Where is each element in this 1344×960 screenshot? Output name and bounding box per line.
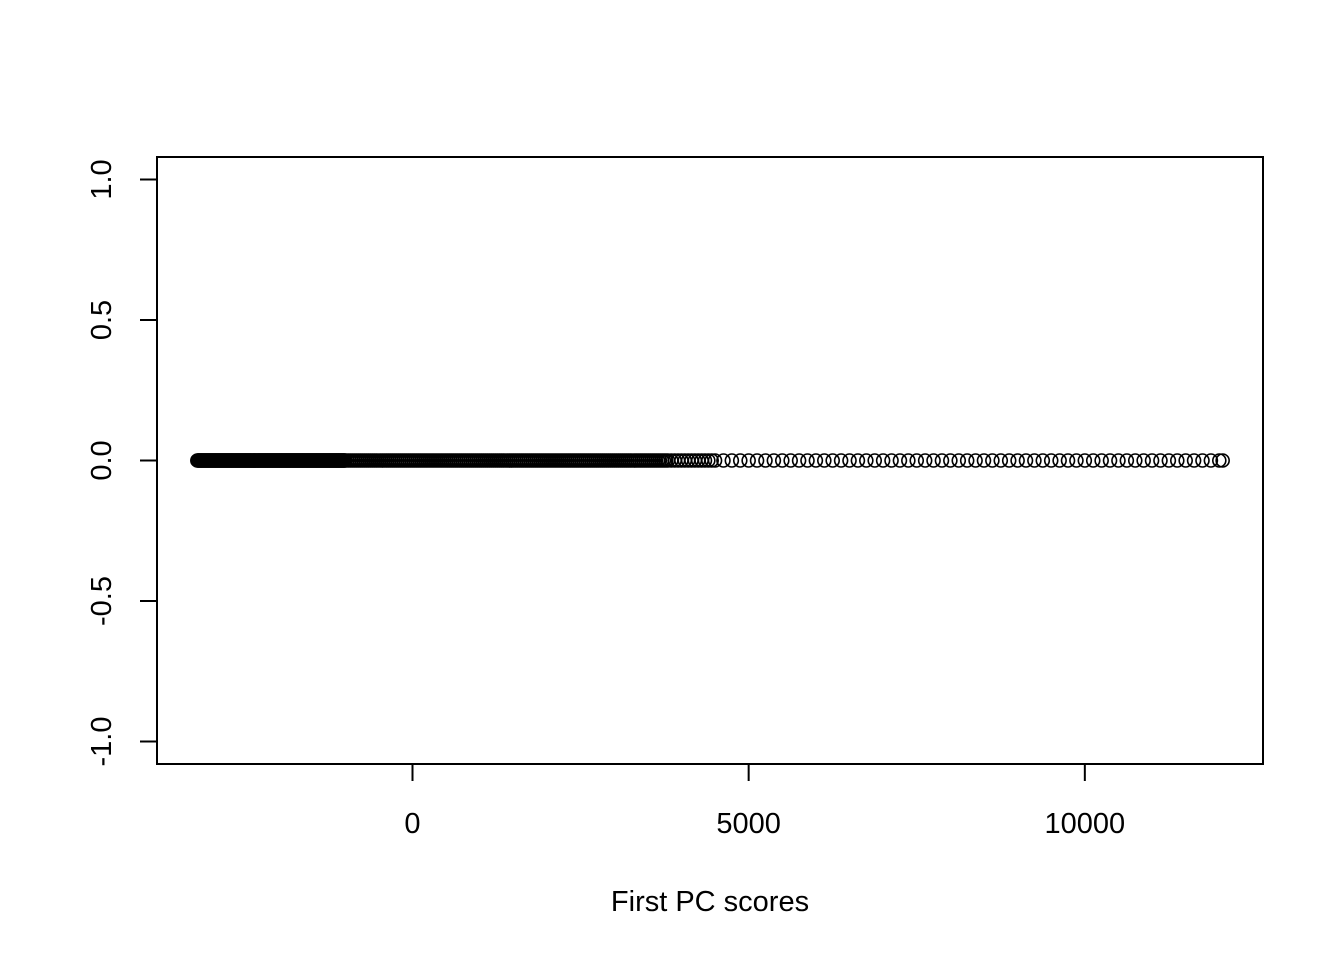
data-point	[1052, 453, 1067, 468]
data-point	[716, 453, 731, 468]
data-point	[758, 453, 773, 468]
data-point	[791, 453, 807, 468]
data-point	[1127, 453, 1143, 468]
y-tick-label: -1.0	[86, 717, 118, 767]
data-point	[934, 453, 950, 468]
data-point	[808, 453, 824, 468]
data-point	[704, 453, 719, 468]
data-point	[1111, 453, 1126, 468]
data-point	[976, 453, 992, 468]
data-point	[842, 453, 857, 468]
data-point	[1018, 453, 1034, 468]
data-point	[1195, 453, 1210, 468]
data-point	[724, 453, 740, 468]
data-point	[1119, 453, 1135, 468]
data-point	[1178, 453, 1193, 468]
data-point	[875, 453, 891, 468]
data-point	[749, 453, 765, 468]
data-point	[1186, 453, 1202, 468]
data-point	[1136, 453, 1151, 468]
data-point	[1060, 453, 1076, 468]
data-point	[1203, 453, 1219, 468]
data-point	[800, 453, 815, 468]
data-point	[697, 453, 713, 468]
data-point	[884, 453, 899, 468]
data-points	[190, 453, 1230, 468]
data-point	[1161, 453, 1177, 468]
x-tick-label: 5000	[716, 808, 781, 840]
data-point	[943, 453, 958, 468]
data-point	[1212, 453, 1227, 468]
data-point	[774, 453, 790, 468]
data-point	[1077, 453, 1093, 468]
y-tick-label: 0.5	[86, 300, 118, 340]
data-point	[917, 453, 933, 468]
data-point	[1144, 453, 1160, 468]
data-point	[859, 453, 874, 468]
x-tick-label: 0	[404, 808, 420, 840]
data-point	[1035, 453, 1051, 468]
y-tick-label: 0.0	[86, 440, 118, 480]
data-point	[1085, 453, 1101, 468]
x-axis: 0 5000 10000	[404, 763, 1126, 840]
data-point	[1153, 453, 1168, 468]
data-point	[993, 453, 1009, 468]
data-point	[1169, 453, 1185, 468]
data-point	[701, 453, 716, 468]
data-point	[732, 453, 748, 468]
data-point	[1001, 453, 1017, 468]
data-point	[901, 453, 916, 468]
x-axis-label: First PC scores	[611, 886, 809, 918]
data-point	[1094, 453, 1109, 468]
data-point	[707, 453, 723, 468]
data-point	[1043, 453, 1059, 468]
y-axis: -1.0 -0.5 0.0 0.5 1.0	[86, 159, 158, 767]
data-point	[1010, 453, 1025, 468]
data-point	[867, 453, 883, 468]
x-tick-label: 10000	[1045, 808, 1126, 840]
data-point	[892, 453, 908, 468]
data-point	[951, 453, 967, 468]
data-point	[959, 453, 975, 468]
data-point	[985, 453, 1000, 468]
data-point	[741, 453, 756, 468]
data-point	[850, 453, 866, 468]
data-point	[926, 453, 941, 468]
data-point	[1027, 453, 1042, 468]
data-point	[1102, 453, 1118, 468]
data-point	[1069, 453, 1084, 468]
data-point	[766, 453, 782, 468]
data-point	[833, 453, 849, 468]
y-tick-label: -0.5	[86, 576, 118, 626]
data-point	[816, 453, 832, 468]
data-point	[783, 453, 798, 468]
data-point	[968, 453, 983, 468]
data-point	[825, 453, 841, 468]
data-point	[1215, 453, 1230, 468]
data-point	[909, 453, 925, 468]
y-tick-label: 1.0	[86, 159, 118, 199]
